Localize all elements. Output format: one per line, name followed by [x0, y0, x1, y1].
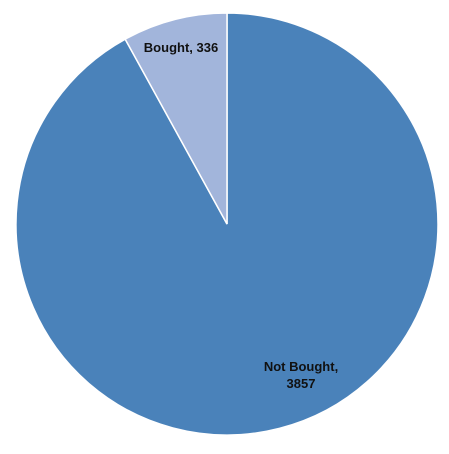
labels-layer: Not Bought, 3857 Bought, 336: [144, 40, 338, 391]
data-label-line: Bought, 336: [144, 40, 218, 55]
data-label-bought: Bought, 336: [144, 40, 218, 55]
data-label-line: Not Bought,: [264, 359, 338, 374]
data-label-line: 3857: [287, 376, 316, 391]
pie-slice-bought: [124, 12, 228, 225]
data-label-not-bought: Not Bought, 3857: [264, 359, 338, 391]
slices-layer: [15, 12, 439, 436]
